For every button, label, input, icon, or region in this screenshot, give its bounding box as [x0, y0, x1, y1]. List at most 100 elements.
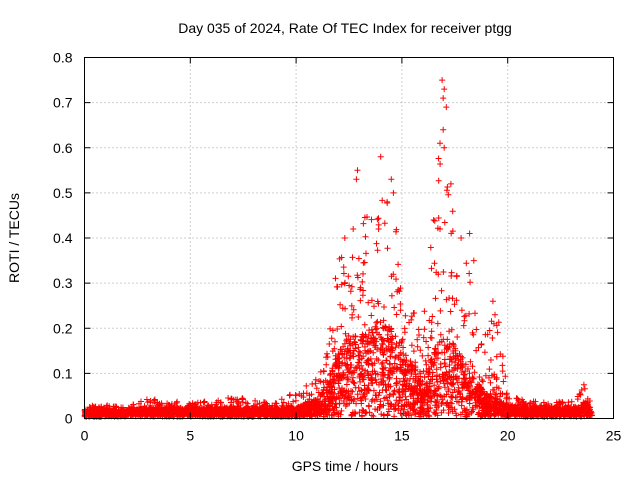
data-point: [458, 402, 465, 409]
data-point: [126, 407, 133, 414]
data-point: [447, 399, 454, 406]
data-point: [345, 332, 352, 339]
data-point: [380, 402, 387, 409]
data-point: [121, 410, 128, 417]
data-point: [385, 381, 392, 388]
data-point: [276, 408, 283, 415]
data-point: [454, 379, 461, 386]
data-point: [478, 341, 485, 347]
data-point: [369, 375, 376, 382]
data-point: [378, 380, 385, 386]
data-point: [345, 273, 352, 280]
data-point: [467, 279, 474, 286]
data-point: [417, 347, 424, 354]
data-point: [444, 345, 451, 352]
data-point: [151, 400, 158, 407]
data-point: [473, 347, 480, 354]
data-point: [446, 328, 453, 335]
data-point: [580, 412, 587, 419]
data-point: [381, 304, 387, 310]
data-point: [472, 310, 478, 317]
data-point: [434, 397, 441, 403]
data-point: [354, 167, 361, 174]
data-point: [350, 353, 357, 360]
data-point: [101, 408, 108, 415]
data-point: [455, 384, 462, 391]
data-point: [387, 361, 394, 368]
data-point: [377, 403, 384, 410]
data-point: [425, 373, 432, 380]
data-point: [299, 403, 306, 410]
data-point: [326, 388, 333, 395]
data-point: [486, 366, 493, 373]
data-point: [329, 348, 336, 355]
data-point: [345, 376, 352, 383]
data-point: [365, 299, 372, 306]
data-point: [456, 375, 462, 382]
data-point: [436, 339, 443, 346]
data-point: [295, 403, 302, 410]
data-point: [393, 375, 400, 382]
x-tick-label: 5: [186, 428, 194, 444]
data-point: [429, 369, 436, 376]
x-axis-label: GPS time / hours: [292, 458, 399, 474]
data-point: [392, 344, 399, 351]
data-point: [384, 327, 391, 334]
data-point: [572, 404, 579, 411]
data-point: [423, 408, 430, 415]
data-point: [487, 357, 494, 363]
data-point: [386, 367, 393, 374]
data-point: [341, 235, 348, 241]
data-point: [452, 410, 459, 417]
data-point: [441, 384, 448, 391]
data-point: [379, 359, 386, 366]
data-point: [359, 366, 366, 373]
data-point: [491, 387, 498, 393]
data-point: [440, 126, 447, 133]
data-point: [213, 399, 220, 406]
data-point: [455, 357, 462, 364]
data-point: [542, 406, 548, 413]
data-point: [435, 271, 442, 278]
data-point: [252, 411, 258, 418]
data-point: [237, 402, 244, 409]
data-point: [115, 411, 121, 418]
data-point: [490, 405, 497, 412]
data-point: [370, 387, 377, 394]
data-point: [486, 410, 493, 417]
data-point: [410, 348, 417, 355]
data-point: [444, 380, 451, 387]
data-point: [403, 396, 410, 403]
data-point: [383, 387, 390, 394]
data-point: [370, 340, 377, 347]
data-point: [371, 303, 377, 310]
data-point: [400, 344, 407, 351]
data-point: [421, 308, 428, 315]
data-point: [430, 217, 437, 223]
data-point: [445, 388, 452, 395]
data-point: [410, 310, 417, 317]
data-point: [334, 326, 341, 332]
data-point: [387, 353, 394, 360]
data-point: [365, 332, 372, 338]
data-point: [463, 260, 470, 267]
data-point: [130, 401, 137, 408]
data-point: [479, 378, 486, 385]
data-point: [384, 411, 391, 418]
data-point: [459, 409, 466, 416]
data-point: [359, 292, 366, 299]
data-point: [335, 393, 342, 400]
data-point: [341, 354, 348, 361]
data-point: [356, 374, 363, 381]
data-point: [321, 406, 328, 413]
data-point: [452, 353, 459, 360]
data-point: [437, 226, 443, 232]
data-point: [286, 409, 293, 416]
data-point: [381, 220, 388, 227]
data-point: [439, 77, 446, 84]
data-point: [502, 403, 509, 410]
y-tick-label: 0.5: [53, 185, 73, 201]
data-point: [556, 406, 563, 413]
data-point: [450, 381, 457, 388]
data-point: [398, 405, 405, 412]
